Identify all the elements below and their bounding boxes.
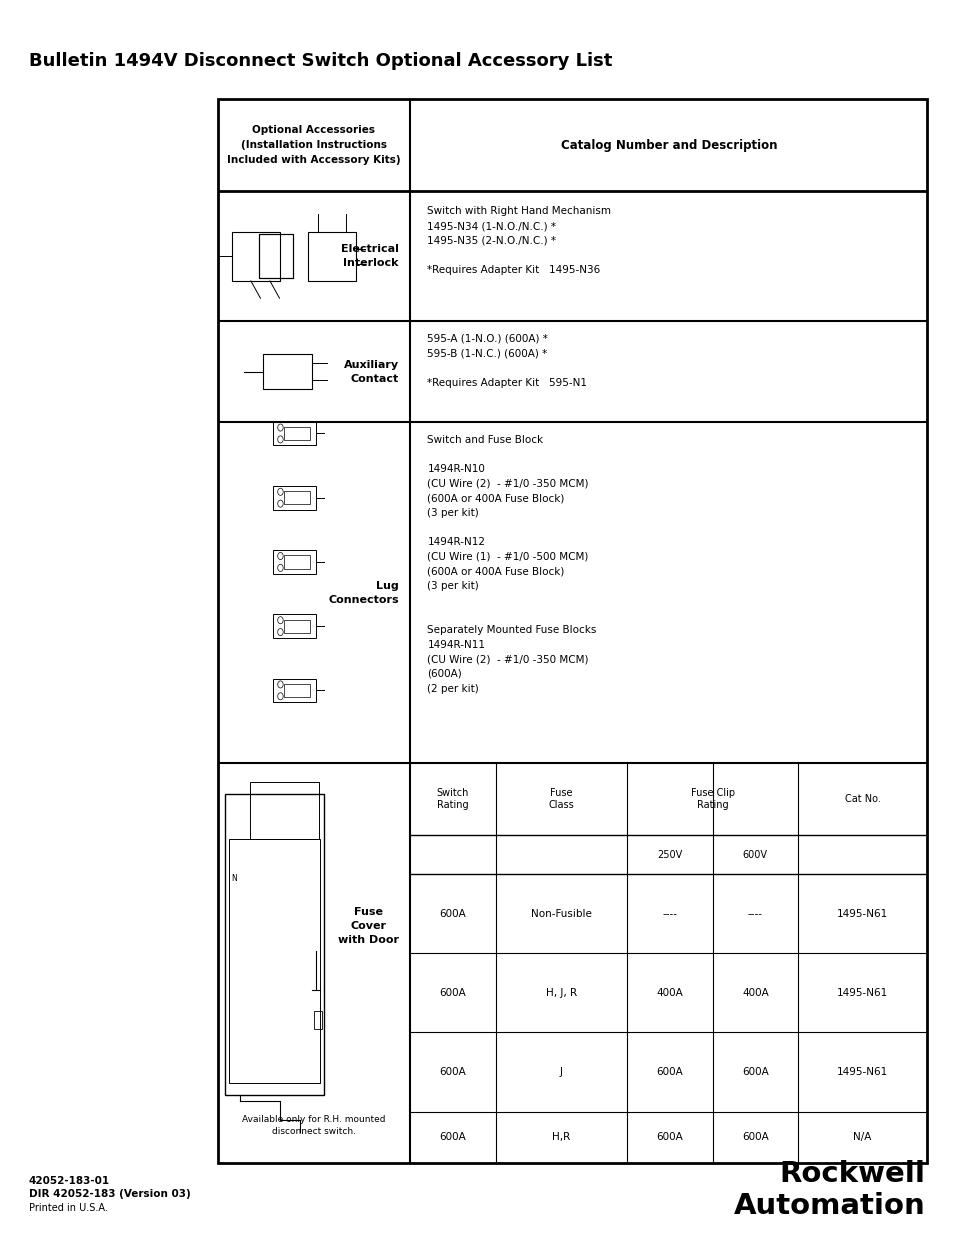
Bar <box>273 550 315 574</box>
Text: 600A: 600A <box>741 1132 768 1142</box>
Text: ----: ---- <box>747 909 762 919</box>
Text: H, J, R: H, J, R <box>545 988 577 998</box>
Text: Catalog Number and Description: Catalog Number and Description <box>560 138 776 152</box>
Bar <box>273 421 315 446</box>
Text: 600A: 600A <box>439 909 466 919</box>
Text: Switch and Fuse Block

1494R-N10
(CU Wire (2)  - #1/0 -350 MCM)
(600A or 400A Fu: Switch and Fuse Block 1494R-N10 (CU Wire… <box>427 435 597 694</box>
Text: ----: ---- <box>661 909 677 919</box>
Text: Fuse
Cover
with Door: Fuse Cover with Door <box>337 908 398 945</box>
Text: 600A: 600A <box>656 1067 682 1077</box>
Text: 600A: 600A <box>741 1067 768 1077</box>
Text: N: N <box>231 874 236 883</box>
Bar <box>262 354 313 389</box>
Text: Electrical
Interlock: Electrical Interlock <box>340 245 398 268</box>
Text: Automation: Automation <box>733 1192 924 1220</box>
Text: 42052-183-01: 42052-183-01 <box>29 1176 110 1186</box>
Text: Rockwell: Rockwell <box>779 1160 924 1188</box>
Text: Bulletin 1494V Disconnect Switch Optional Accessory List: Bulletin 1494V Disconnect Switch Optiona… <box>29 52 612 70</box>
Bar <box>273 614 315 638</box>
Bar <box>225 794 324 1095</box>
Text: Fuse Clip
Rating: Fuse Clip Rating <box>690 788 734 810</box>
Text: 400A: 400A <box>656 988 682 998</box>
Text: Printed in U.S.A.: Printed in U.S.A. <box>29 1203 108 1213</box>
Bar <box>258 235 293 279</box>
Text: 595-A (1-N.O.) (600A) *
595-B (1-N.C.) (600A) *

*Requires Adapter Kit   595-N1: 595-A (1-N.O.) (600A) * 595-B (1-N.C.) (… <box>427 333 587 388</box>
Text: Optional Accessories
(Installation Instructions
Included with Accessory Kits): Optional Accessories (Installation Instr… <box>227 125 400 165</box>
Bar <box>284 684 309 697</box>
Bar <box>273 678 315 703</box>
Text: 250V: 250V <box>657 850 682 860</box>
Text: Switch with Right Hand Mechanism
1495-N34 (1-N.O./N.C.) *
1495-N35 (2-N.O./N.C.): Switch with Right Hand Mechanism 1495-N3… <box>427 206 611 275</box>
Bar <box>232 232 279 282</box>
Bar <box>284 492 309 504</box>
Text: H,R: H,R <box>552 1132 570 1142</box>
Bar <box>284 556 309 568</box>
Bar <box>284 427 309 440</box>
Text: 400A: 400A <box>741 988 768 998</box>
Bar <box>308 232 355 282</box>
Bar <box>314 1011 322 1029</box>
Text: 600V: 600V <box>742 850 767 860</box>
Text: Auxiliary
Contact: Auxiliary Contact <box>343 359 398 384</box>
Text: 1495-N61: 1495-N61 <box>836 1067 887 1077</box>
Text: DIR 42052-183 (Version 03): DIR 42052-183 (Version 03) <box>29 1189 191 1199</box>
Text: N/A: N/A <box>853 1132 871 1142</box>
Bar <box>258 235 293 279</box>
Text: 600A: 600A <box>439 988 466 998</box>
Text: 600A: 600A <box>439 1067 466 1077</box>
Text: 600A: 600A <box>439 1132 466 1142</box>
Bar <box>273 485 315 510</box>
Bar <box>217 99 926 1163</box>
Text: 1495-N61: 1495-N61 <box>836 909 887 919</box>
Text: Lug
Connectors: Lug Connectors <box>328 580 398 605</box>
Text: Switch
Rating: Switch Rating <box>436 788 469 810</box>
Text: Available only for R.H. mounted
disconnect switch.: Available only for R.H. mounted disconne… <box>242 1115 385 1136</box>
Text: Fuse
Class: Fuse Class <box>548 788 574 810</box>
Text: J: J <box>559 1067 562 1077</box>
Bar <box>229 840 320 1083</box>
Bar <box>284 620 309 632</box>
Bar <box>250 782 319 840</box>
Text: Non-Fusible: Non-Fusible <box>531 909 591 919</box>
Text: 600A: 600A <box>656 1132 682 1142</box>
Text: 1495-N61: 1495-N61 <box>836 988 887 998</box>
Text: Cat No.: Cat No. <box>843 794 880 804</box>
